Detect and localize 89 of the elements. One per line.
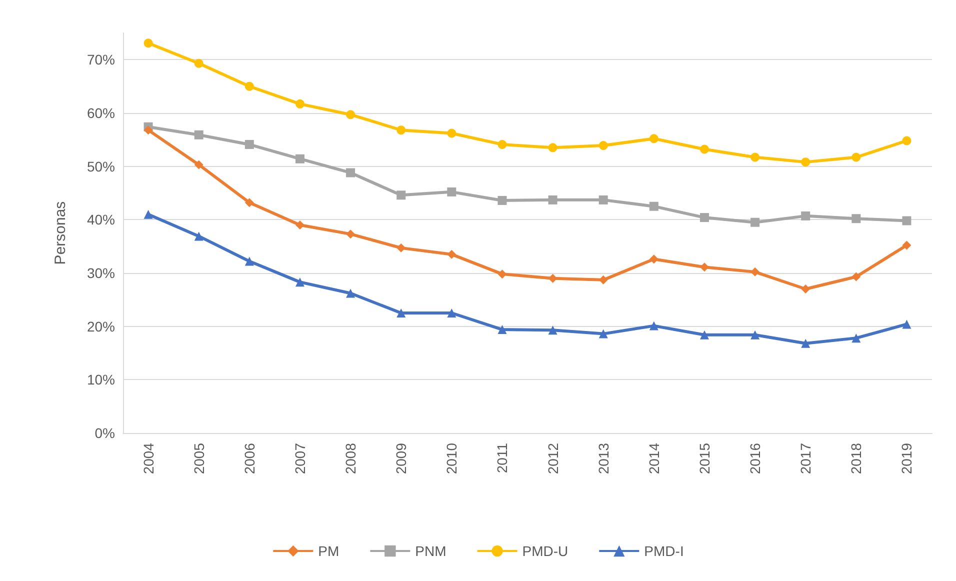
point — [447, 308, 456, 318]
point — [649, 321, 658, 330]
point — [649, 254, 658, 264]
y-tick-label: 20% — [86, 318, 115, 334]
point — [700, 262, 709, 272]
x-tick-label: 2008 — [342, 442, 359, 474]
point — [447, 128, 456, 138]
point — [902, 240, 912, 250]
point — [700, 144, 709, 154]
y-tick-label: 40% — [86, 212, 115, 228]
point — [902, 216, 912, 226]
point — [396, 243, 406, 252]
point — [801, 158, 810, 167]
x-tick-label: 2015 — [696, 442, 712, 474]
point — [194, 160, 204, 170]
point — [801, 284, 810, 294]
point — [598, 329, 608, 338]
x-tick-label: 2013 — [595, 442, 612, 474]
point — [801, 338, 810, 348]
point — [750, 218, 760, 227]
point — [396, 126, 406, 135]
point — [902, 320, 912, 329]
legend-label: PMD-U — [522, 543, 568, 559]
point — [852, 272, 861, 282]
point — [346, 288, 356, 298]
x-tick-label: 2007 — [292, 442, 308, 474]
point — [852, 152, 861, 162]
point — [498, 196, 507, 205]
y-tick-label: 10% — [86, 372, 115, 388]
x-tick-label: 2016 — [747, 442, 764, 474]
point — [852, 334, 861, 343]
point — [144, 38, 153, 48]
point — [649, 134, 658, 144]
point — [346, 230, 356, 239]
x-tick-label: 2011 — [494, 442, 510, 474]
point — [396, 308, 406, 318]
point — [295, 99, 304, 108]
point — [244, 256, 254, 266]
point — [244, 140, 254, 149]
point — [548, 195, 558, 204]
y-axis-title: Personas — [52, 201, 69, 265]
point — [598, 195, 608, 204]
point — [548, 143, 558, 152]
x-tick-label: 2004 — [140, 442, 156, 474]
point — [396, 190, 406, 200]
legend-label: PM — [318, 543, 340, 559]
x-tick-label: 2018 — [848, 442, 864, 474]
point — [700, 213, 709, 222]
point — [750, 152, 760, 162]
point — [244, 82, 254, 91]
x-tick-label: 2010 — [444, 442, 460, 474]
point — [295, 154, 304, 164]
y-tick-label: 50% — [86, 158, 115, 174]
point — [598, 141, 608, 150]
point — [649, 202, 658, 211]
point — [194, 232, 204, 241]
point — [852, 214, 861, 224]
point — [244, 198, 254, 208]
point — [750, 267, 760, 276]
point — [750, 330, 760, 340]
point — [801, 211, 810, 220]
x-tick-label: 2005 — [190, 442, 207, 474]
y-tick-label: 30% — [86, 265, 115, 281]
point — [144, 210, 153, 219]
point — [498, 140, 507, 149]
x-tick-label: 2019 — [898, 442, 915, 474]
point — [498, 325, 507, 334]
point — [700, 330, 709, 340]
x-tick-label: 2017 — [798, 442, 814, 474]
y-tick-label: 60% — [86, 105, 115, 121]
x-tick-label: 2012 — [544, 442, 561, 474]
point — [902, 136, 912, 146]
x-tick-label: 2014 — [646, 442, 662, 474]
x-tick-label: 2009 — [393, 442, 410, 474]
y-tick-label: 70% — [86, 52, 115, 68]
point — [346, 110, 356, 120]
point — [346, 168, 356, 178]
y-tick-label: 0% — [94, 425, 115, 441]
legend-label: PMD-I — [644, 543, 684, 559]
point — [447, 250, 456, 259]
point — [548, 326, 558, 335]
point — [295, 278, 304, 287]
point — [194, 130, 204, 140]
point — [447, 187, 456, 196]
point — [194, 58, 204, 68]
x-tick-label: 2006 — [241, 442, 258, 474]
legend-label: PNM — [415, 543, 446, 559]
point — [295, 220, 304, 230]
point — [144, 126, 153, 135]
